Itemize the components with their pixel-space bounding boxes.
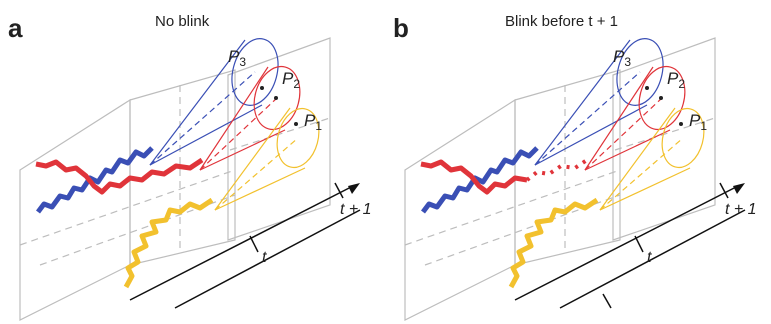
panel-b: b Blink before t + 1 P3 P2 P1 t + 1 t bbox=[393, 13, 757, 320]
panel-a: a No blink P3 P2 P1 t + 1 t bbox=[8, 13, 372, 320]
panel-title: Blink before t + 1 bbox=[505, 13, 618, 30]
figure: a No blink P3 P2 P1 t + 1 t b Blink befo… bbox=[0, 0, 771, 324]
panel-title: No blink bbox=[155, 13, 210, 30]
time-label: t + 1 bbox=[725, 201, 757, 218]
point-label: P2 bbox=[667, 69, 685, 91]
point-label: P1 bbox=[304, 111, 322, 133]
red-trajectory bbox=[421, 162, 527, 192]
panel-letter: a bbox=[8, 13, 23, 43]
time-tick bbox=[603, 294, 611, 308]
point-label: P1 bbox=[689, 111, 707, 133]
time-label: t bbox=[262, 249, 267, 266]
time-label: t + 1 bbox=[340, 201, 372, 218]
panel-letter: b bbox=[393, 13, 409, 43]
point-label: P3 bbox=[228, 47, 246, 69]
time-label: t bbox=[647, 249, 652, 266]
point-label: P2 bbox=[282, 69, 300, 91]
point-label: P3 bbox=[613, 47, 631, 69]
